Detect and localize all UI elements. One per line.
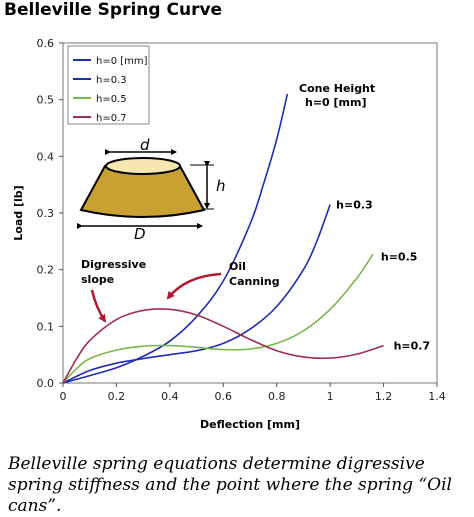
oil-label: Oil xyxy=(229,260,246,273)
oil-canning-arrow xyxy=(166,272,222,300)
y-tick-label: 0.4 xyxy=(37,150,55,163)
chart-title: Belleville Spring Curve xyxy=(4,0,223,20)
y-tick-label: 0.5 xyxy=(37,94,55,107)
y-tick-label: 0.3 xyxy=(37,207,55,220)
belleville-chart: 0 0.2 0.4 0.6 0.8 1 1.2 1.4 0.0 0.1 0.2 0.3 0.4 0.5 0.… xyxy=(12,37,446,431)
x-tick-label: 0.2 xyxy=(108,390,126,403)
x-tick-label: 0.4 xyxy=(161,390,179,403)
y-tick-label: 0.6 xyxy=(37,37,55,50)
d-label: d xyxy=(140,136,150,154)
legend-label-3: h=0.7 xyxy=(96,113,127,124)
legend-label-0: h=0 [mm] xyxy=(96,56,148,67)
legend-label-2: h=0.5 xyxy=(96,94,127,105)
x-tick-label: 1.2 xyxy=(375,390,393,403)
series-end-label-2: h=0.5 xyxy=(381,250,418,263)
canning-label: Canning xyxy=(229,275,280,288)
x-tick-label: 0.6 xyxy=(215,390,233,403)
digressive-label: Digressive xyxy=(81,258,146,271)
digressive-arrow xyxy=(90,289,107,323)
y-tick-label: 0.1 xyxy=(37,320,55,333)
y-axis-label: Load [lb] xyxy=(12,185,25,240)
h-label: h xyxy=(216,177,226,195)
legend-label-1: h=0.3 xyxy=(96,75,127,86)
series-line-3 xyxy=(62,308,384,384)
series-line-0 xyxy=(62,93,289,384)
series-line-2 xyxy=(62,253,374,384)
x-tick-label: 0 xyxy=(60,390,67,403)
x-tick-label: 1.4 xyxy=(428,390,446,403)
series-end-label-3: h=0.7 xyxy=(394,340,431,353)
slope-label: slope xyxy=(81,273,114,286)
cone-height-label: Cone Height xyxy=(299,82,375,95)
y-tick-label: 0.0 xyxy=(37,377,55,390)
cone-top-opening xyxy=(105,157,181,175)
x-axis-label: Deflection [mm] xyxy=(200,418,300,431)
legend: h=0 [mm] h=0.3 h=0.5 h=0.7 xyxy=(67,45,150,125)
cone-diagram: d D h xyxy=(77,136,226,243)
series-line-1 xyxy=(62,204,331,384)
figure-caption: Belleville spring equations determine di… xyxy=(8,454,452,516)
x-tick-label: 0.8 xyxy=(268,390,286,403)
series-end-label-1: h=0.3 xyxy=(336,199,373,212)
cone-height-h0-label: h=0 [mm] xyxy=(305,96,367,109)
legend-box xyxy=(67,45,150,125)
D-label: D xyxy=(134,225,146,243)
y-tick-label: 0.2 xyxy=(37,264,55,277)
x-tick-label: 1 xyxy=(327,390,334,403)
